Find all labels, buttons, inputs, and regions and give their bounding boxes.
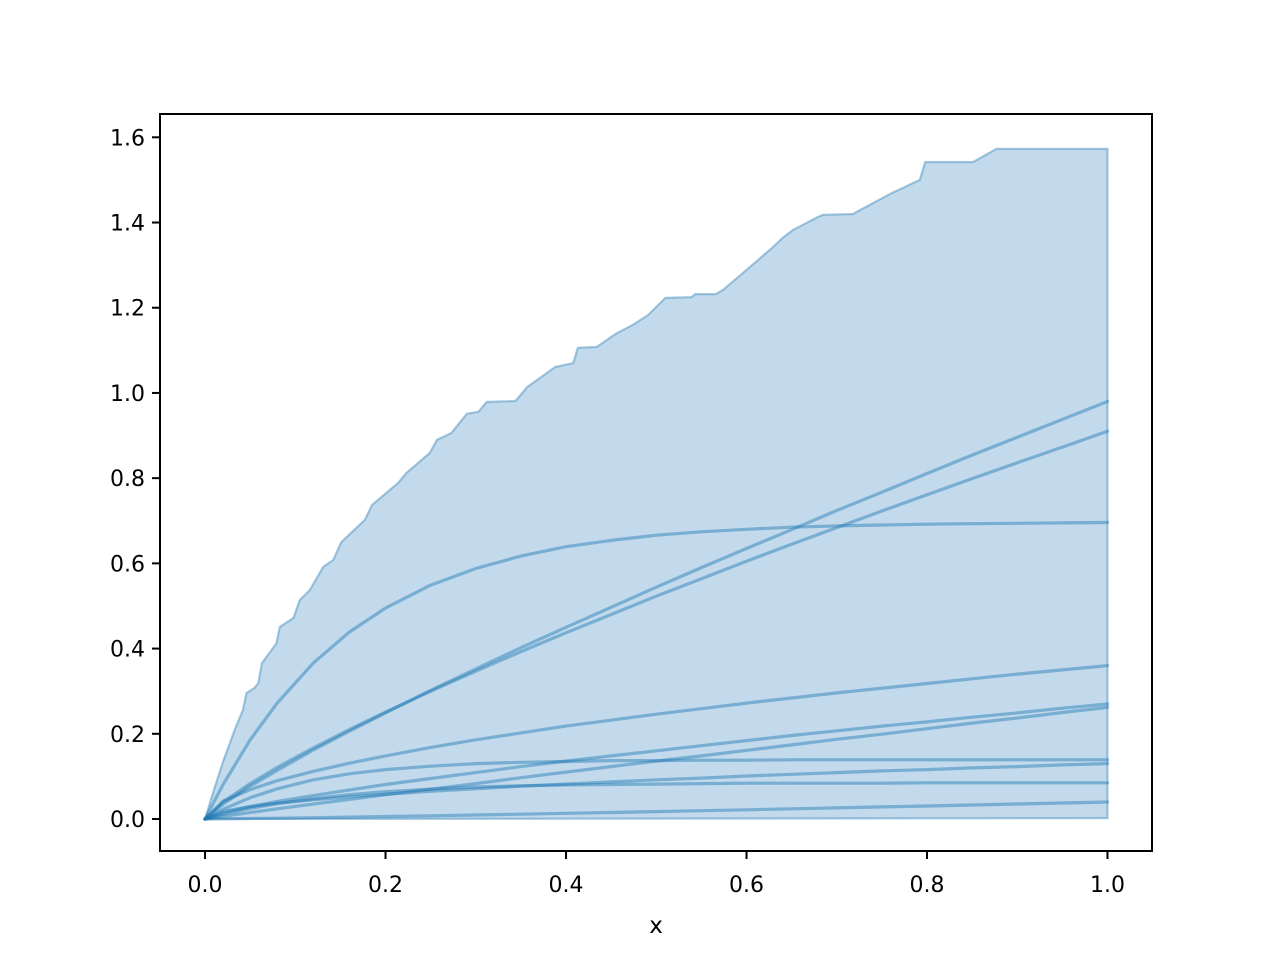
curve-3 [203,520,1110,821]
x-axis-label: x [649,913,663,939]
curve-7 [203,758,1110,821]
plot-area-border [159,113,1153,852]
y-tick-label: 0.8 [110,467,145,492]
x-tick-label: 0.4 [549,873,584,898]
x-tick-label: 0.2 [368,873,403,898]
y-tick-label: 1.0 [110,382,145,407]
curve-5 [203,702,1110,821]
curve-8 [203,762,1110,821]
x-tick-label: 0.0 [188,873,223,898]
y-tick-label: 0.4 [110,638,145,663]
curve-4 [203,664,1110,821]
series-layer [203,399,1110,821]
y-tick-label: 0.6 [110,552,145,577]
x-tick-label: 0.6 [729,873,764,898]
curve-9 [203,781,1110,821]
curve-6 [203,705,1110,821]
envelope-band [203,147,1109,821]
curve-1 [203,399,1110,821]
envelope-band-layer [203,147,1109,821]
y-tick-label: 0.2 [110,723,145,748]
axes-layer: 0.0 0.2 0.4 0.6 0.8 1.0 0.0 0.2 0.4 0.6 0.8 1.0 1.2 1… [110,113,1153,898]
y-tick-label: 0.0 [110,808,145,833]
x-tick-label: 0.8 [910,873,945,898]
x-tick-label: 1.0 [1090,873,1125,898]
curve-2 [203,429,1110,821]
curve-10 [203,800,1110,821]
y-tick-label: 1.6 [110,126,145,151]
y-tick-label: 1.2 [110,297,145,322]
y-tick-label: 1.4 [110,212,145,237]
